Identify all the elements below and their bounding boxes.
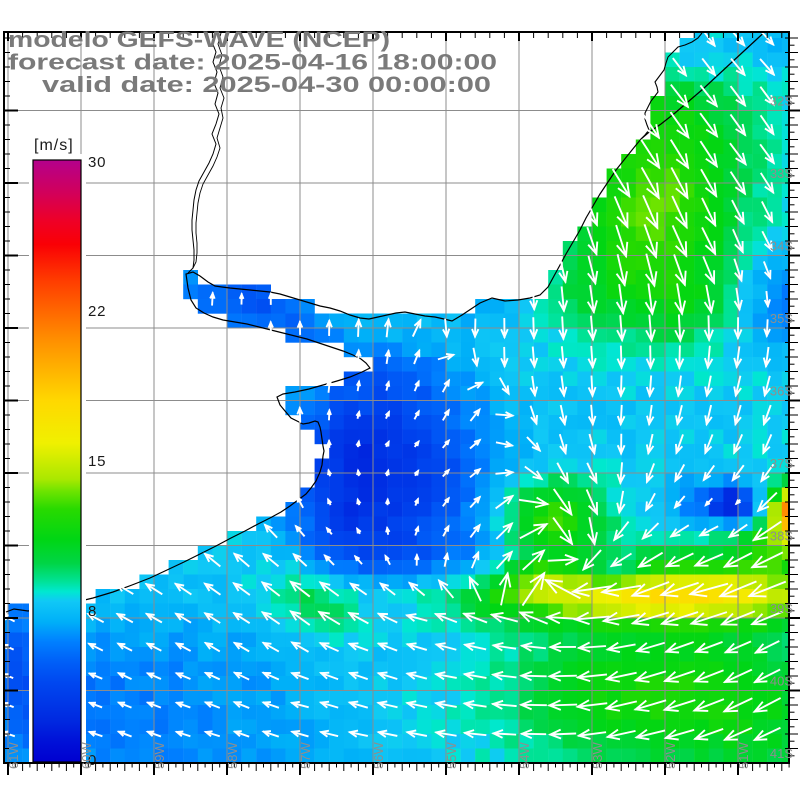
svg-text:60W: 60W: [79, 742, 94, 769]
svg-text:59W: 59W: [152, 742, 167, 769]
svg-text:39S: 39S: [770, 601, 793, 616]
svg-text:forecast date: 2025-04-16 18:0: forecast date: 2025-04-16 18:00:00: [8, 50, 497, 75]
svg-text:34S: 34S: [770, 239, 793, 254]
svg-text:57W: 57W: [298, 742, 313, 769]
svg-text:valid date: 2025-04-30 00:00:0: valid date: 2025-04-30 00:00:00: [42, 72, 491, 97]
svg-text:40S: 40S: [770, 674, 793, 689]
svg-text:15: 15: [88, 453, 106, 470]
svg-text:54W: 54W: [517, 742, 532, 769]
svg-text:22: 22: [88, 303, 106, 320]
svg-text:58W: 58W: [225, 742, 240, 769]
svg-text:32S: 32S: [770, 94, 793, 109]
svg-text:56W: 56W: [371, 742, 386, 769]
svg-text:55W: 55W: [444, 742, 459, 769]
svg-text:33S: 33S: [770, 166, 793, 181]
svg-text:35S: 35S: [770, 311, 793, 326]
svg-text:[m/s]: [m/s]: [34, 137, 74, 154]
svg-text:61W: 61W: [6, 742, 21, 769]
svg-text:52W: 52W: [663, 742, 678, 769]
svg-text:0: 0: [88, 752, 97, 769]
svg-text:36S: 36S: [770, 384, 793, 399]
svg-text:8: 8: [88, 603, 97, 620]
svg-text:modelo GEFS-WAVE (NCEP): modelo GEFS-WAVE (NCEP): [8, 27, 390, 52]
svg-text:51W: 51W: [736, 742, 751, 769]
svg-text:38S: 38S: [770, 529, 793, 544]
svg-text:53W: 53W: [590, 742, 605, 769]
svg-text:37S: 37S: [770, 456, 793, 471]
svg-text:30: 30: [88, 154, 106, 171]
svg-text:41S: 41S: [770, 746, 793, 761]
